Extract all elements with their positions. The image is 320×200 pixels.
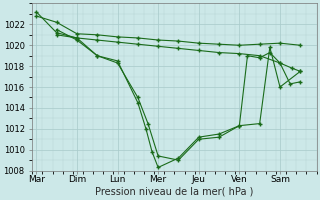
X-axis label: Pression niveau de la mer( hPa ): Pression niveau de la mer( hPa ) — [95, 187, 253, 197]
